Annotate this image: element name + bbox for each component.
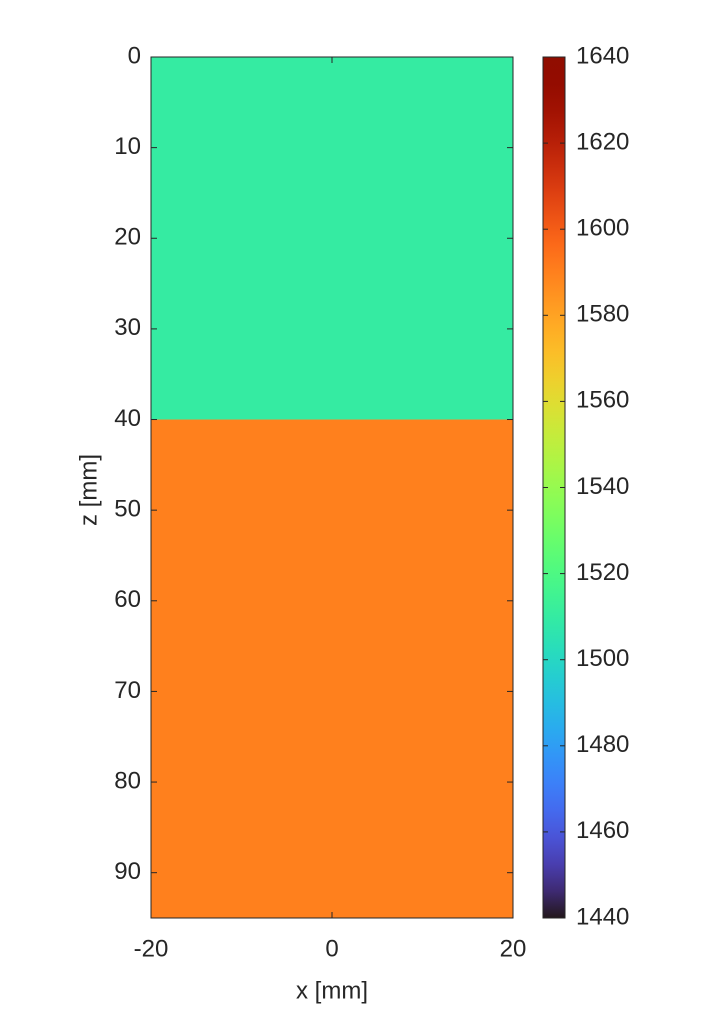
y-tick-label: 0	[128, 42, 141, 69]
y-tick-label: 50	[114, 496, 141, 523]
colorbar-tick-label: 1480	[576, 731, 629, 758]
y-axis-label: z [mm]	[75, 454, 102, 526]
x-tick-label: -20	[134, 935, 169, 962]
colorbar-tick-label: 1620	[576, 128, 629, 155]
colorbar-tick-label: 1540	[576, 473, 629, 500]
region	[151, 57, 513, 420]
colorbar-tick-label: 1520	[576, 559, 629, 586]
y-tick-label: 40	[114, 405, 141, 432]
y-tick-label: 30	[114, 314, 141, 341]
colorbar-tick-label: 1440	[576, 903, 629, 930]
colorbar-tick-label: 1460	[576, 817, 629, 844]
x-axis-label: x [mm]	[296, 977, 368, 1004]
colorbar-tick-label: 1600	[576, 215, 629, 242]
y-tick-label: 80	[114, 767, 141, 794]
colorbar-tick-label: 1500	[576, 645, 629, 672]
colorbar-tick-label: 1560	[576, 387, 629, 414]
region	[151, 419, 513, 918]
y-tick-label: 70	[114, 677, 141, 704]
colorbar-tick-label: 1580	[576, 301, 629, 328]
x-tick-label: 0	[325, 935, 338, 962]
y-tick-label: 90	[114, 858, 141, 885]
y-tick-label: 10	[114, 133, 141, 160]
x-tick-label: 20	[500, 935, 527, 962]
y-tick-label: 60	[114, 586, 141, 613]
y-tick-label: 20	[114, 224, 141, 251]
colorbar-tick-label: 1640	[576, 42, 629, 69]
